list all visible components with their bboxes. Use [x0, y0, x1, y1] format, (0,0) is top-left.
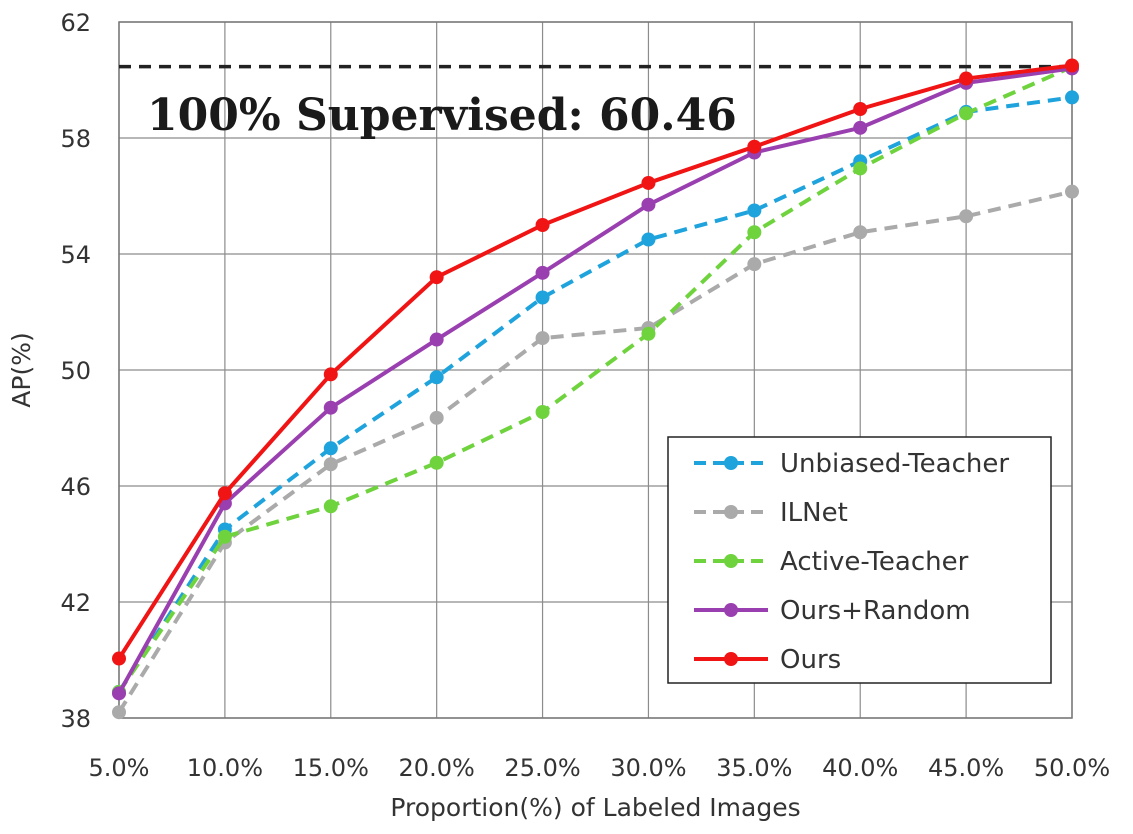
- series-line: [117, 66, 1073, 695]
- legend-entry: ILNet: [694, 498, 848, 528]
- x-tick-label: 45.0%: [928, 754, 1004, 782]
- data-point: [217, 529, 232, 544]
- y-tick-label: 50: [60, 357, 91, 385]
- x-tick-label: 25.0%: [504, 754, 580, 782]
- legend-entry: Active-Teacher: [694, 547, 969, 577]
- series-ours: [112, 58, 1079, 666]
- data-point: [853, 102, 868, 116]
- data-point: [747, 203, 762, 218]
- x-tick-labels: 5.0% 10.0% 15.0% 20.0% 25.0% 30.0% 35.0% 40.0% 4…: [89, 754, 1111, 782]
- data-point: [429, 270, 444, 285]
- data-point: [323, 441, 338, 456]
- data-point: [641, 232, 656, 247]
- y-tick-label: 46: [60, 473, 91, 501]
- data-point: [112, 686, 126, 701]
- data-point: [535, 405, 550, 420]
- data-point: [747, 139, 762, 154]
- y-tick-label: 38: [60, 705, 91, 733]
- y-tick-label: 42: [60, 589, 91, 617]
- y-tick-label: 54: [60, 241, 91, 269]
- data-point: [959, 71, 974, 86]
- data-point: [641, 197, 656, 212]
- y-tick-label: 58: [60, 125, 91, 153]
- x-tick-label: 35.0%: [716, 754, 792, 782]
- legend-label: Ours+Random: [780, 596, 971, 626]
- legend-entry: Ours: [694, 645, 841, 675]
- data-point: [429, 370, 444, 385]
- legend-entry: Ours+Random: [694, 596, 971, 626]
- data-point: [641, 326, 656, 341]
- data-point: [1065, 184, 1079, 199]
- data-point: [535, 265, 550, 280]
- y-tick-labels: 38 42 46 50 54 58 62: [60, 9, 91, 733]
- data-point: [429, 332, 444, 347]
- y-tick-label: 62: [60, 9, 91, 37]
- plot-frame: [118, 21, 1073, 719]
- x-tick-label: 50.0%: [1034, 754, 1110, 782]
- legend-label: ILNet: [780, 498, 848, 528]
- data-point: [853, 225, 868, 240]
- series-layer: [112, 58, 1079, 720]
- data-point: [1065, 90, 1079, 105]
- data-point: [429, 455, 444, 470]
- series-line: [117, 95, 1073, 693]
- data-point: [535, 218, 550, 232]
- data-point: [323, 400, 338, 415]
- data-point: [641, 175, 656, 190]
- data-point: [535, 331, 550, 346]
- series-line: [117, 63, 1073, 660]
- x-tick-label: 10.0%: [187, 754, 263, 782]
- data-point: [323, 367, 338, 382]
- data-point: [323, 499, 338, 514]
- data-point: [323, 457, 338, 472]
- series-line: [117, 65, 1073, 694]
- data-point: [959, 106, 974, 121]
- x-tick-label: 5.0%: [89, 754, 150, 782]
- legend-swatch-marker: [724, 652, 738, 666]
- data-point: [112, 705, 126, 720]
- legend-label: Active-Teacher: [780, 547, 969, 577]
- data-point: [853, 120, 868, 135]
- legend-swatch-marker: [724, 554, 738, 568]
- data-point: [747, 225, 762, 240]
- annotation-100pct-supervised: 100% Supervised: 60.46: [147, 90, 737, 141]
- data-point: [535, 290, 550, 305]
- x-axis-title: Proportion(%) of Labeled Images: [390, 793, 800, 822]
- data-point: [853, 161, 868, 176]
- legend: Unbiased-Teacher ILNet Active-Teacher Ours+…: [667, 436, 1052, 684]
- legend-swatch-marker: [724, 456, 738, 470]
- legend-swatch-marker: [724, 603, 738, 617]
- y-axis-title: AP(%): [7, 332, 36, 407]
- data-point: [1065, 58, 1079, 73]
- legend-label: Unbiased-Teacher: [780, 449, 1009, 479]
- data-point: [747, 257, 762, 272]
- x-tick-label: 30.0%: [610, 754, 686, 782]
- legend-label: Ours: [780, 645, 841, 675]
- data-point: [112, 651, 126, 666]
- legend-swatch-marker: [724, 505, 738, 519]
- data-point: [959, 209, 974, 224]
- x-tick-label: 40.0%: [822, 754, 898, 782]
- data-point: [217, 486, 232, 501]
- x-tick-label: 15.0%: [293, 754, 369, 782]
- data-point: [429, 410, 444, 425]
- series-line: [117, 189, 1073, 714]
- x-tick-label: 20.0%: [399, 754, 475, 782]
- legend-entry: Unbiased-Teacher: [694, 449, 1009, 479]
